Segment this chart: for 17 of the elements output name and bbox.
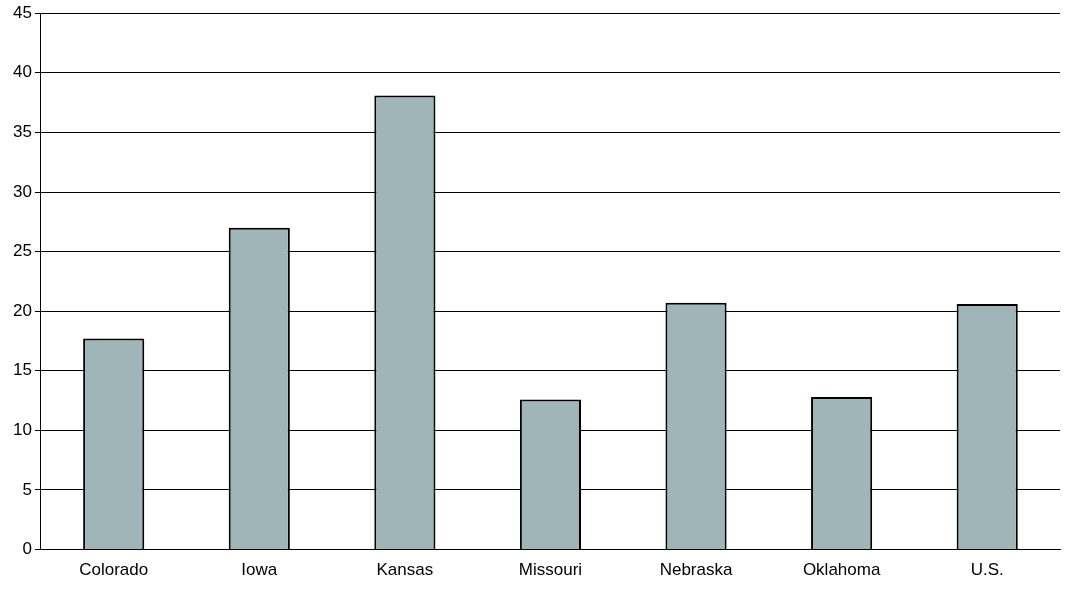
x-tick-label: U.S. — [970, 560, 1004, 580]
y-tick-label: 20 — [12, 300, 32, 320]
y-tick-label: 30 — [12, 181, 32, 201]
y-tick-label: 25 — [12, 241, 32, 261]
y-tick-label: 40 — [12, 62, 32, 82]
y-tick-label: 0 — [22, 539, 32, 559]
x-tick-label: Nebraska — [659, 560, 733, 580]
x-tick-label: Kansas — [376, 560, 434, 580]
y-tick-label: 5 — [22, 479, 32, 499]
x-tick-label: Oklahoma — [802, 560, 881, 580]
y-tick-label: 35 — [12, 122, 32, 142]
x-tick-label: Missouri — [518, 560, 583, 580]
y-tick-label: 45 — [12, 2, 32, 22]
x-tick-label: Iowa — [241, 560, 278, 580]
y-tick-label: 10 — [12, 420, 32, 440]
y-tick-label: 15 — [12, 360, 32, 380]
x-tick-label: Colorado — [79, 560, 149, 580]
